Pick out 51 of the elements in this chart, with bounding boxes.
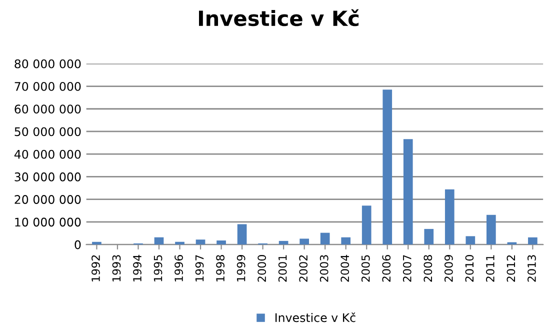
- y-tick-label: 60 000 000: [14, 104, 81, 114]
- bar: [237, 224, 247, 245]
- bar: [528, 237, 538, 245]
- bar: [196, 240, 206, 245]
- bar: [382, 90, 392, 245]
- y-tick-label: 50 000 000: [14, 127, 81, 136]
- bar: [341, 237, 351, 245]
- x-tick-label: 1992: [92, 255, 100, 282]
- x-tick-label: 2011: [486, 255, 494, 282]
- x-tick-label: 1999: [236, 255, 246, 282]
- x-tick-label: 1996: [174, 254, 183, 282]
- x-tick-label: 2006: [382, 254, 391, 282]
- y-tick-label: 20 000 000: [14, 195, 81, 204]
- x-tick-label: 2001: [278, 255, 287, 282]
- bar: [403, 139, 413, 245]
- bar: [362, 206, 372, 245]
- x-tick-label: 2000: [258, 255, 266, 282]
- bar: [216, 240, 226, 245]
- x-tick-label: 2008: [424, 255, 432, 282]
- bar: [444, 189, 454, 245]
- x-tick-label: 2007: [402, 255, 412, 282]
- x-tick-label: 2010: [465, 255, 474, 282]
- bar: [466, 236, 476, 245]
- x-tick-label: 2013: [528, 255, 536, 282]
- x-tick-label: 1993: [112, 255, 121, 282]
- bar: [92, 242, 102, 245]
- chart-title: Investice v Kč: [198, 9, 359, 26]
- x-tick-label: 2012: [506, 255, 516, 282]
- x-tick-label: 2009: [444, 255, 453, 282]
- y-tick-label: 40 000 000: [14, 150, 81, 159]
- x-tick-label: 2004: [340, 254, 350, 282]
- x-tick-label: 1994: [133, 254, 142, 282]
- y-tick-label: 10 000 000: [15, 218, 81, 227]
- legend-label: Investice v Kč: [275, 312, 356, 322]
- y-tick-label: 80 000 000: [14, 59, 81, 68]
- bar: [278, 240, 288, 245]
- x-tick-label: 2003: [320, 255, 328, 282]
- y-tick-label: 30 000 000: [14, 172, 81, 182]
- x-tick-label: 1998: [216, 255, 225, 282]
- bar: [486, 214, 496, 245]
- bar: [154, 237, 164, 245]
- bar: [320, 232, 330, 245]
- bar: [424, 228, 434, 245]
- y-tick-label: 0: [74, 240, 81, 250]
- bar: [300, 238, 309, 245]
- x-tick-label: 1995: [154, 255, 162, 282]
- x-tick-label: 1997: [195, 255, 204, 282]
- x-tick-label: 2005: [361, 255, 370, 282]
- bar: [175, 242, 184, 245]
- x-tick-label: 2002: [299, 255, 308, 282]
- y-tick-label: 70 000 000: [14, 82, 81, 91]
